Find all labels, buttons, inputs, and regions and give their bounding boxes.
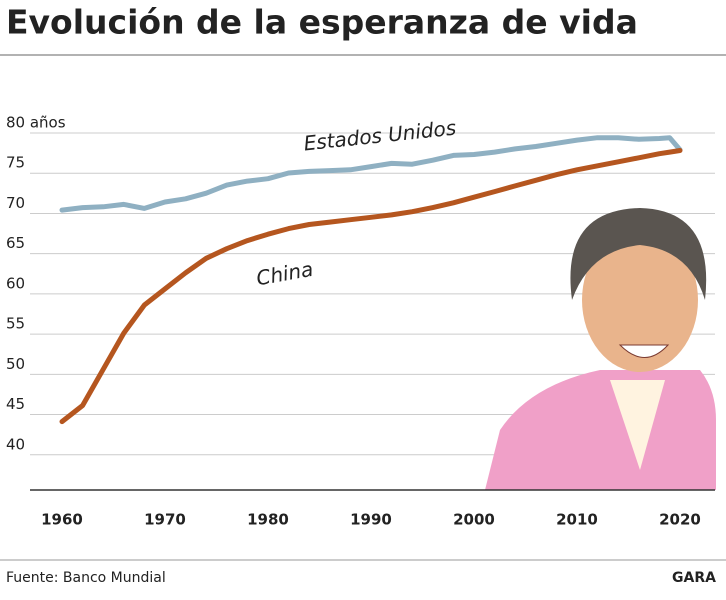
series-line [59,135,683,213]
y-tick-label: 55 [6,315,25,333]
photo-collar [610,380,665,470]
x-tick-label: 2000 [453,511,495,529]
x-tick-label: 1990 [350,511,392,529]
source: Fuente: Banco Mundial [6,570,166,586]
y-tick-label: 75 [6,154,25,172]
y-tick-label: 50 [6,355,25,373]
x-tick-label: 2020 [659,511,701,529]
y-tick-label: 65 [6,234,25,252]
photo-hair [570,208,707,300]
y-tick-label: 60 [6,274,25,292]
series-label: China [255,257,315,291]
series-label: Estados Unidos [302,116,457,156]
x-tick-label: 1980 [247,511,289,529]
series-line [59,148,683,425]
y-tick-label: 70 [6,194,25,212]
brand: GARA [672,570,716,586]
x-tick-label: 1960 [41,511,83,529]
x-tick-label: 2010 [556,511,598,529]
y-tick-label: 45 [6,395,25,413]
y-tick-label: 80 años [6,114,66,132]
x-tick-label: 1970 [144,511,186,529]
photo [485,208,716,490]
photo-shirt [485,370,716,490]
photo-smile [618,344,670,358]
chart-title: Evolución de la esperanza de vida [6,3,638,42]
y-tick-label: 40 [6,435,25,453]
photo-face [582,228,698,372]
